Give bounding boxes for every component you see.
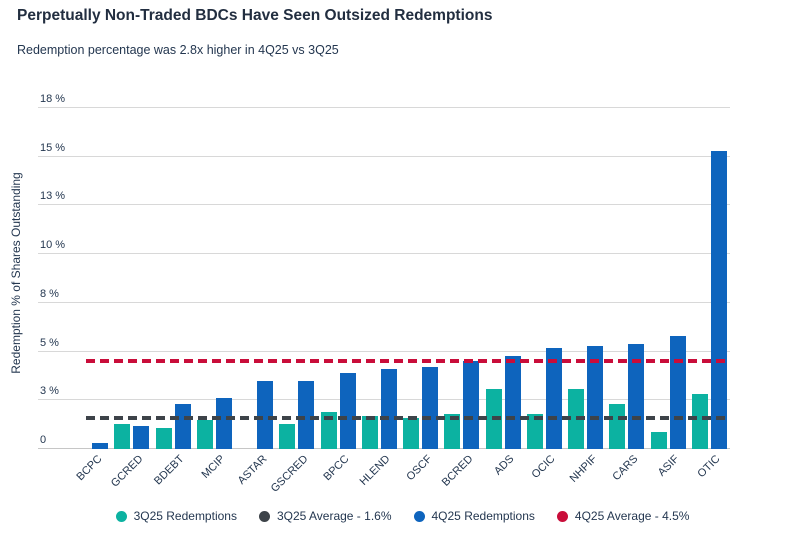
- y-tick-label: 0: [40, 434, 47, 446]
- gridline: [38, 350, 730, 352]
- bar-3q25-ocic: [526, 413, 543, 449]
- bar-4q25-cars: [628, 343, 645, 449]
- bar-group-bdebt: [153, 108, 194, 449]
- y-tick-label: 15 %: [40, 141, 66, 154]
- bar-group-bpcc: [318, 108, 359, 449]
- bar-4q25-ocic: [545, 347, 562, 449]
- y-tick-label: 18 %: [40, 93, 66, 105]
- bar-group-mcip: [194, 108, 235, 449]
- legend-label: 4Q25 Average - 4.5%: [574, 509, 690, 523]
- bar-group-gscred: [276, 108, 317, 449]
- legend-item-4q25-average-4-5-[interactable]: 4Q25 Average - 4.5%: [556, 509, 690, 523]
- legend: 3Q25 Redemptions 3Q25 Average - 1.6% 4Q25 …: [0, 509, 805, 523]
- bar-3q25-hlend: [361, 415, 378, 449]
- bar-3q25-bpcc: [320, 412, 337, 449]
- bar-group-astar: [235, 108, 276, 449]
- bar-3q25-otic: [691, 394, 708, 449]
- y-tick-label: 5 %: [40, 336, 59, 349]
- plot-area: 0 3 % 5 % 8 % 10 % 13 % 15 % 18 %: [38, 93, 730, 449]
- bar-4q25-bcred: [463, 361, 480, 449]
- reference-line-3q25-average-1-6-: [86, 415, 730, 420]
- gridline: [38, 301, 730, 303]
- bar-group-nhpif: [565, 108, 606, 449]
- legend-dot-icon: [115, 510, 127, 522]
- bar-3q25-cars: [609, 404, 626, 449]
- legend-item-3q25-redemptions[interactable]: 3Q25 Redemptions: [115, 509, 237, 523]
- bar-3q25-asif: [650, 431, 667, 449]
- bar-group-asif: [648, 108, 689, 449]
- y-tick-label: 8 %: [40, 287, 59, 300]
- gridline: [38, 204, 730, 206]
- bar-4q25-gscred: [298, 380, 315, 449]
- bar-group-cars: [606, 108, 647, 449]
- bar-4q25-oscf: [422, 367, 439, 449]
- bar-3q25-bcred: [444, 413, 461, 449]
- reference-line-4q25-average-4-5-: [86, 359, 730, 364]
- legend-dot-icon: [258, 510, 270, 522]
- legend-label: 4Q25 Redemptions: [431, 509, 535, 523]
- bar-3q25-oscf: [403, 417, 420, 449]
- legend-label: 3Q25 Average - 1.6%: [276, 509, 392, 523]
- bar-group-ocic: [524, 108, 565, 449]
- y-axis-title: Redemption % of Shares Outstanding: [9, 172, 23, 374]
- chart-title: Perpetually Non-Traded BDCs Have Seen Ou…: [17, 7, 493, 24]
- bar-group-bcpc: [70, 108, 111, 449]
- bar-group-hlend: [359, 108, 400, 449]
- y-tick-label: 3 %: [40, 385, 59, 398]
- bar-4q25-otic: [710, 150, 727, 449]
- bar-4q25-bdebt: [174, 404, 191, 449]
- legend-dot-icon: [413, 510, 425, 522]
- bar-4q25-asif: [669, 336, 686, 449]
- bar-3q25-mcip: [196, 419, 213, 449]
- bar-group-oscf: [400, 108, 441, 449]
- bar-4q25-gcred: [133, 425, 150, 449]
- bar-group-otic: [689, 108, 730, 449]
- gridline: [38, 253, 730, 255]
- gridline: [38, 107, 730, 108]
- bar-4q25-mcip: [215, 398, 232, 449]
- bar-3q25-gscred: [279, 423, 296, 449]
- bar-4q25-bpcc: [339, 373, 356, 449]
- bar-4q25-hlend: [380, 369, 397, 449]
- bar-group-bcred: [441, 108, 482, 449]
- bar-group-ads: [483, 108, 524, 449]
- legend-item-3q25-average-1-6-[interactable]: 3Q25 Average - 1.6%: [258, 509, 392, 523]
- y-tick-label: 13 %: [40, 190, 66, 203]
- bar-series-area: [70, 108, 730, 449]
- chart-subtitle: Redemption percentage was 2.8x higher in…: [17, 43, 339, 57]
- bar-group-gcred: [111, 108, 152, 449]
- legend-dot-icon: [556, 510, 568, 522]
- bar-4q25-nhpif: [587, 345, 604, 449]
- y-tick-label: 10 %: [40, 239, 66, 252]
- legend-item-4q25-redemptions[interactable]: 4Q25 Redemptions: [413, 509, 535, 523]
- bar-3q25-bdebt: [155, 427, 172, 449]
- bar-4q25-astar: [257, 380, 274, 449]
- bar-3q25-gcred: [114, 423, 131, 449]
- bar-4q25-bcpc: [92, 443, 109, 449]
- legend-label: 3Q25 Redemptions: [133, 509, 237, 523]
- bar-4q25-ads: [504, 355, 521, 449]
- gridline: [38, 155, 730, 157]
